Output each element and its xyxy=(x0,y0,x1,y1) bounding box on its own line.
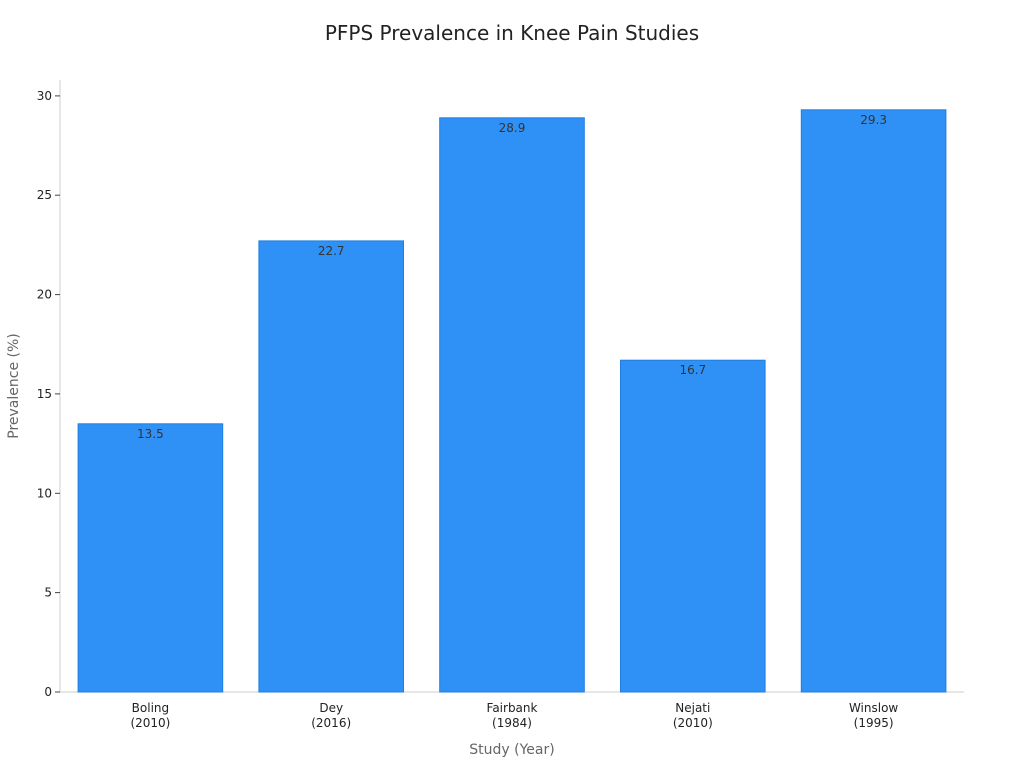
y-tick-label: 10 xyxy=(37,486,52,500)
data-label-winslow: 29.3 xyxy=(860,113,887,127)
x-ticks: Boling (2010) Dey (2016) Fairbank (1984) Nejat… xyxy=(130,701,898,730)
y-ticks: 0 5 10 15 20 25 30 xyxy=(37,89,60,699)
y-tick-label: 30 xyxy=(37,89,52,103)
bar-nejati xyxy=(620,359,766,693)
x-tick-label-nejati: Nejati (2010) xyxy=(673,701,713,730)
x-tick-label-boling: Boling (2010) xyxy=(130,701,170,730)
data-label-nejati: 16.7 xyxy=(679,363,706,377)
bar-boling xyxy=(77,423,224,693)
y-axis-title: Prevalence (%) xyxy=(6,333,22,439)
y-tick-label: 0 xyxy=(44,685,52,699)
data-label-dey: 22.7 xyxy=(318,244,345,258)
bars-group: 13.5 22.7 28.9 16.7 29.3 xyxy=(77,109,947,693)
y-tick-label: 20 xyxy=(37,288,52,302)
data-label-fairbank: 28.9 xyxy=(499,121,526,135)
data-label-boling: 13.5 xyxy=(137,427,164,441)
y-tick-label: 15 xyxy=(37,387,52,401)
y-tick-label: 25 xyxy=(37,188,52,202)
x-tick-label-fairbank: Fairbank (1984) xyxy=(487,701,538,730)
bar-dey xyxy=(258,240,404,693)
x-tick-label-dey: Dey (2016) xyxy=(311,701,351,730)
y-tick-label: 5 xyxy=(44,586,52,600)
bar-fairbank xyxy=(439,117,585,693)
x-tick-label-winslow: Winslow (1995) xyxy=(849,701,898,730)
bar-winslow xyxy=(800,109,947,693)
x-axis-title: Study (Year) xyxy=(469,742,554,758)
chart-title: PFPS Prevalence in Knee Pain Studies xyxy=(325,21,699,45)
